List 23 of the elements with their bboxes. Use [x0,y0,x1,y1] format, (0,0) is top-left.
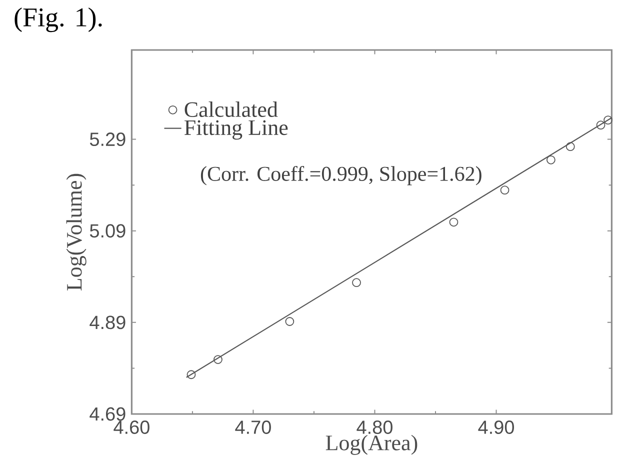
point [214,355,222,364]
text: (Fig. 1). [14,8,102,32]
point [449,218,458,227]
point [596,120,606,130]
legend-label: Fitting Line [184,120,288,140]
y-tick-label: 4.69 [90,407,126,421]
x-axis-title: Log(Area) [326,434,418,455]
point [186,370,196,380]
y-axis-title: Log(Volume) [66,174,86,290]
x-tick-label: 4.60 [114,420,150,434]
point [500,186,510,195]
x-tick-label: 4.90 [478,420,514,434]
point [546,155,556,164]
annotation: (Corr. Coeff.=0.999, Slope=1.62) [200,166,482,186]
x-tick-label: 4.70 [235,420,271,434]
point [285,317,294,326]
point [566,142,575,152]
y-tick-label: 4.89 [90,316,126,330]
y-tick-label: 5.09 [90,224,126,238]
legend-label: Calculated [184,102,278,118]
x-tick-label: 4.80 [356,420,392,434]
point [352,278,361,288]
y-tick-label: 5.29 [90,132,126,146]
